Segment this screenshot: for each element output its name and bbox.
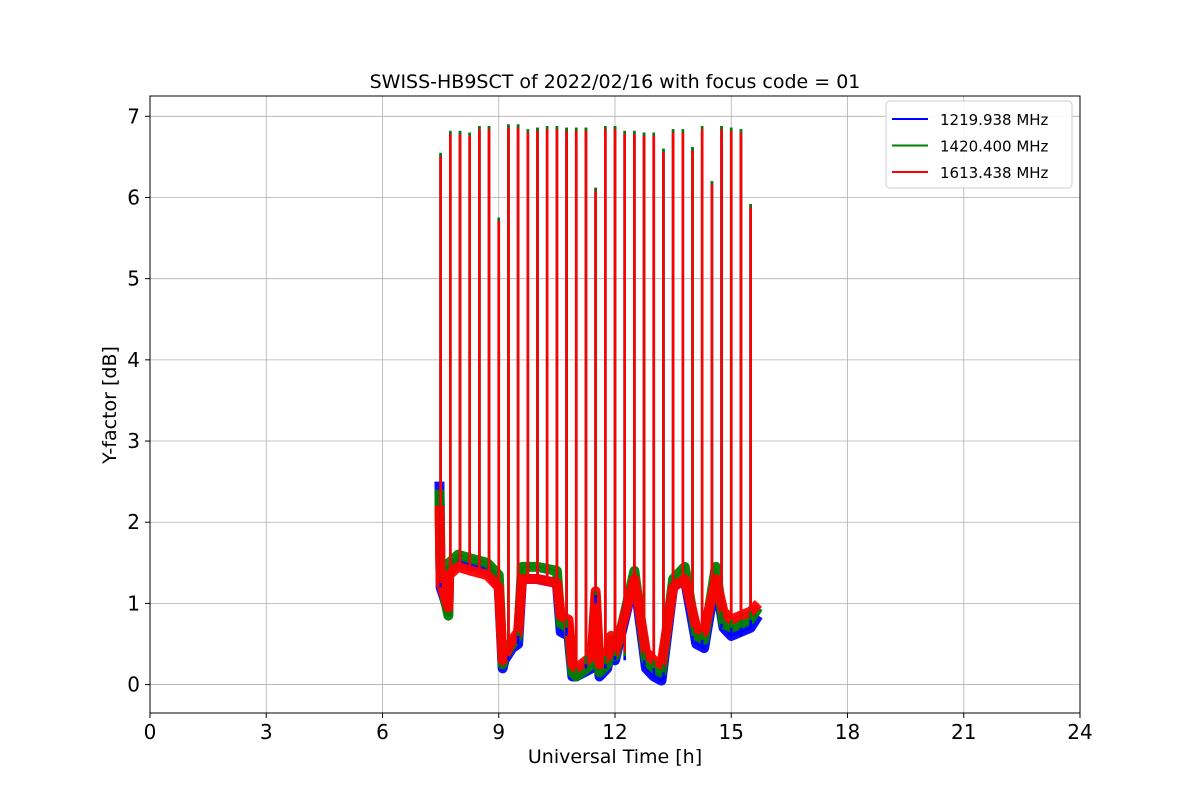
- y-axis-title: Y-factor [dB]: [99, 346, 121, 465]
- legend-items: 1219.938 MHz 1420.400 MHz 1613.438 MHz: [892, 111, 1049, 182]
- x-axis-title: Universal Time [h]: [528, 746, 702, 768]
- legend-box: [885, 100, 1073, 189]
- x-tick-label: 9: [492, 720, 505, 744]
- y-tick-label: 7: [127, 104, 140, 128]
- y-tick-label: 3: [127, 429, 140, 453]
- x-tick-label: 24: [1067, 720, 1092, 744]
- x-tick-label: 18: [835, 720, 860, 744]
- y-tick-label: 6: [127, 185, 140, 209]
- x-tick-label: 21: [951, 720, 976, 744]
- y-tick-label: 1: [127, 591, 140, 615]
- chart-title: SWISS-HB9SCT of 2022/02/16 with focus co…: [370, 71, 861, 93]
- legend: 1219.938 MHz 1420.400 MHz 1613.438 MHz: [885, 100, 1073, 189]
- x-tick-label: 12: [602, 720, 627, 744]
- y-tick-label: 5: [127, 267, 140, 291]
- y-tick-label: 4: [127, 348, 140, 372]
- legend-label: 1420.400 MHz: [940, 138, 1049, 156]
- legend-label: 1613.438 MHz: [940, 164, 1049, 182]
- x-tick-label: 6: [376, 720, 389, 744]
- y-tick-label: 0: [127, 673, 140, 697]
- y-tick-label: 2: [127, 510, 140, 534]
- x-tick-label: 0: [144, 720, 157, 744]
- x-tick-label: 15: [719, 720, 744, 744]
- series-layer: [434, 124, 763, 686]
- x-tick-label: 3: [260, 720, 273, 744]
- spikes-series-3: [439, 127, 752, 669]
- legend-label: 1219.938 MHz: [940, 111, 1049, 129]
